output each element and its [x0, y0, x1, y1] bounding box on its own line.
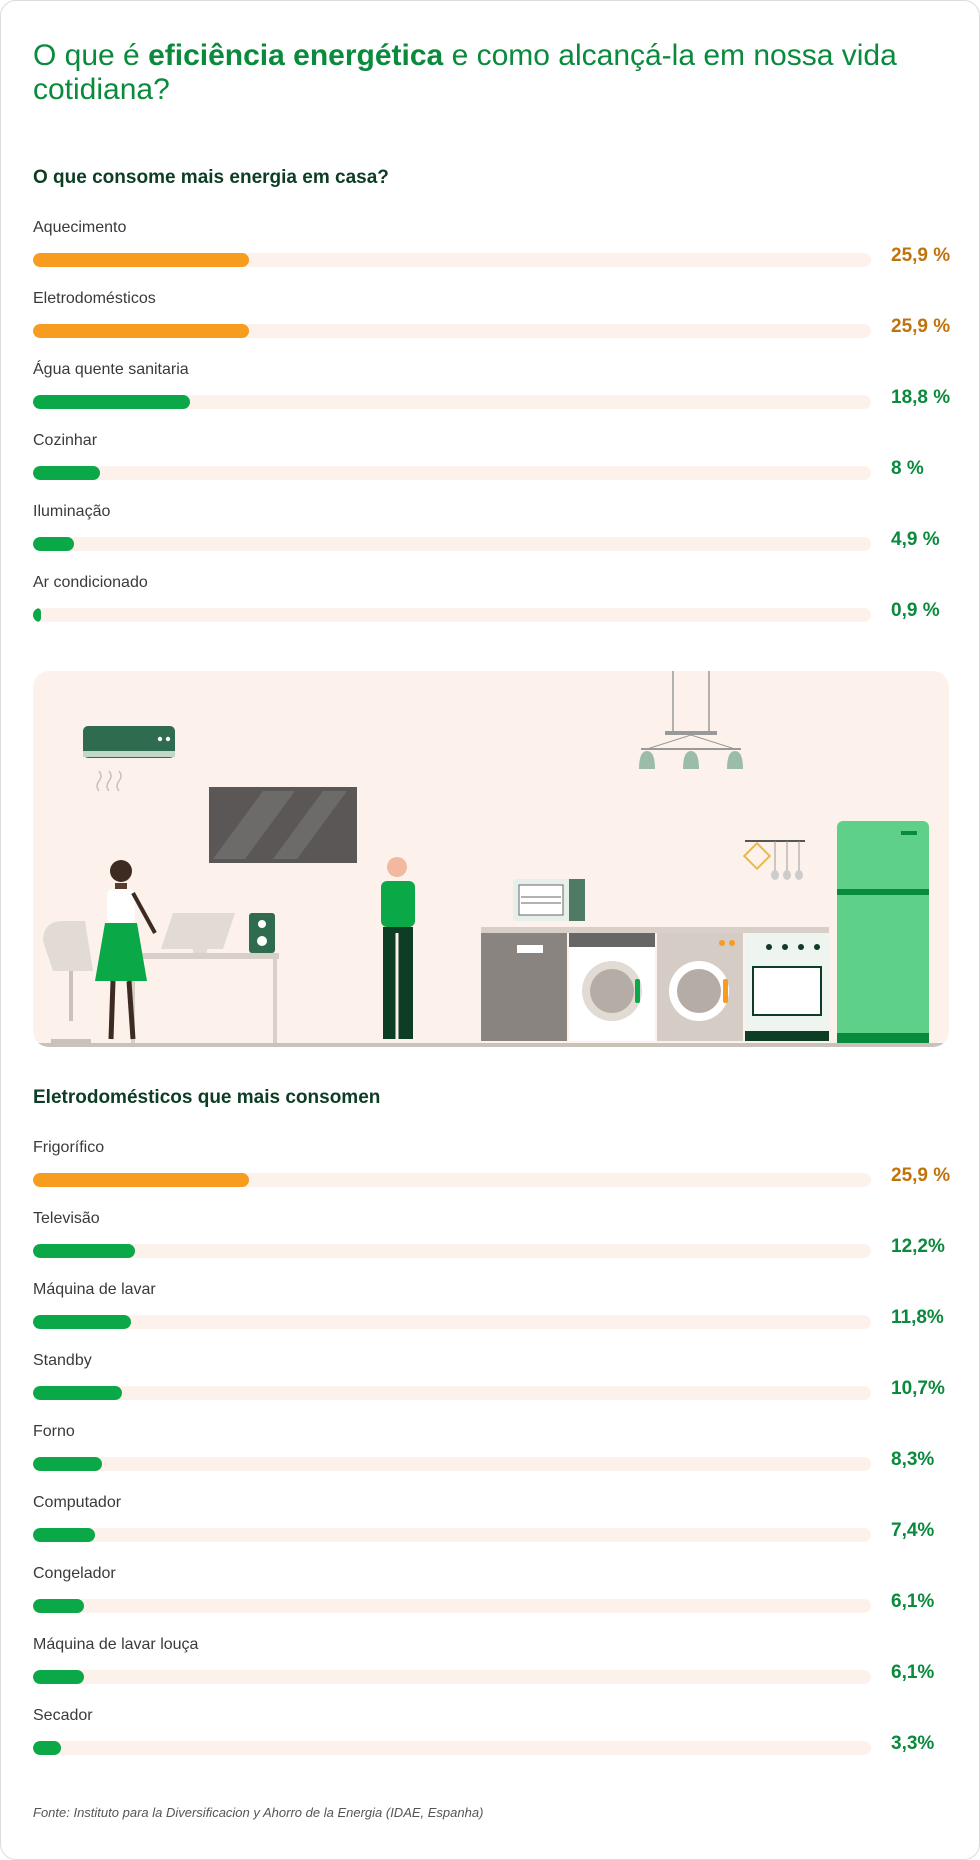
bar-value-label: 8 % — [891, 458, 924, 479]
bar-category-label: Congelador — [33, 1565, 116, 1582]
bar-row: Máquina de lavar louça 6,1% — [33, 1636, 953, 1706]
dryer-icon — [657, 933, 743, 1041]
bar-row: Secador 3,3% — [33, 1707, 953, 1777]
bar-track — [33, 253, 871, 267]
bar-track — [33, 324, 871, 338]
bar-value-label: 4,9 % — [891, 529, 940, 550]
bar-value-label: 0,9 % — [891, 600, 940, 621]
bar-category-label: Máquina de lavar louça — [33, 1636, 199, 1653]
bar-value-label: 6,1% — [891, 1591, 935, 1612]
bar — [33, 1315, 132, 1329]
bar — [33, 1528, 95, 1542]
bar-row: Cozinhar 8 % — [33, 432, 953, 502]
bar-row: Frigorífico 25,9 % — [33, 1139, 953, 1209]
bar-category-label: Forno — [33, 1423, 75, 1440]
bar-row: Congelador 6,1% — [33, 1565, 953, 1635]
bar-category-label: Televisão — [33, 1210, 100, 1227]
bar-track — [33, 1386, 871, 1400]
dishwasher-icon — [481, 933, 567, 1041]
bar-track — [33, 466, 871, 480]
bar-row: Forno 8,3% — [33, 1423, 953, 1493]
bar — [33, 1386, 123, 1400]
home-illustration — [33, 671, 949, 1047]
bar — [33, 537, 74, 551]
bar-category-label: Eletrodomésticos — [33, 290, 156, 307]
bar-row: Máquina de lavar 11,8% — [33, 1281, 953, 1351]
bar-track — [33, 537, 871, 551]
television-icon — [209, 787, 357, 863]
bar-value-label: 12,2% — [891, 1236, 945, 1257]
bar — [33, 395, 190, 409]
bar-value-label: 25,9 % — [891, 316, 951, 337]
bar-track — [33, 1315, 871, 1329]
utensils-icon — [742, 840, 805, 880]
source-note: Fonte: Instituto para la Diversificacion… — [33, 1805, 484, 1820]
bar — [33, 253, 249, 267]
bar-row: Computador 7,4% — [33, 1494, 953, 1564]
bar-row: Aquecimento 25,9 % — [33, 219, 953, 289]
chart-2-title: Eletrodomésticos que mais consomen — [33, 1087, 381, 1108]
bar-track — [33, 1173, 871, 1187]
bar — [33, 324, 249, 338]
bar — [33, 608, 41, 622]
bar — [33, 1741, 61, 1755]
washing-machine-icon — [569, 933, 655, 1041]
bar-category-label: Computador — [33, 1494, 122, 1511]
bar-row: Televisão 12,2% — [33, 1210, 953, 1280]
bar — [33, 1173, 249, 1187]
bar-row: Eletrodomésticos 25,9 % — [33, 290, 953, 360]
bar-row: Iluminação 4,9 % — [33, 503, 953, 573]
desk-computer-icon — [43, 913, 279, 1043]
bar-category-label: Standby — [33, 1352, 92, 1369]
bar — [33, 1244, 135, 1258]
bar-track — [33, 1670, 871, 1684]
bar-category-label: Secador — [33, 1707, 93, 1724]
bar-category-label: Aquecimento — [33, 219, 127, 236]
floor-line — [33, 1043, 949, 1047]
bar-track — [33, 1741, 871, 1755]
bar-track — [33, 1528, 871, 1542]
bar-value-label: 7,4% — [891, 1520, 935, 1541]
bar-category-label: Água quente sanitaria — [33, 361, 189, 378]
chart-1-title: O que consome mais energia em casa? — [33, 167, 389, 188]
bar-value-label: 11,8% — [891, 1307, 944, 1328]
bar-category-label: Cozinhar — [33, 432, 98, 449]
bar-value-label: 25,9 % — [891, 1165, 951, 1186]
air-conditioner-icon — [83, 726, 175, 792]
bar-category-label: Iluminação — [33, 503, 111, 520]
oven-icon — [745, 933, 829, 1041]
bar-category-label: Ar condicionado — [33, 574, 148, 591]
bar-row: Água quente sanitaria 18,8 % — [33, 361, 953, 431]
bar-track — [33, 1457, 871, 1471]
bar-row: Standby 10,7% — [33, 1352, 953, 1422]
bar — [33, 1457, 103, 1471]
bar-value-label: 3,3% — [891, 1733, 935, 1754]
bar-value-label: 25,9 % — [891, 245, 951, 266]
bar-track — [33, 1244, 871, 1258]
bar-track — [33, 608, 871, 622]
man-figure — [381, 857, 415, 1039]
bar-value-label: 6,1% — [891, 1662, 935, 1683]
bar-track — [33, 1599, 871, 1613]
woman-figure — [95, 860, 157, 1040]
bar-category-label: Frigorífico — [33, 1139, 105, 1156]
bar-value-label: 8,3% — [891, 1449, 935, 1470]
bar-track — [33, 395, 871, 409]
bar-value-label: 10,7% — [891, 1378, 945, 1399]
bar-row: Ar condicionado 0,9 % — [33, 574, 953, 644]
bar-category-label: Máquina de lavar — [33, 1281, 156, 1298]
bar — [33, 1670, 84, 1684]
microwave-icon — [513, 879, 585, 921]
fridge-icon — [837, 821, 929, 1043]
ceiling-lamp-icon — [639, 671, 743, 769]
page-title: O que é eficiência energética e como alc… — [33, 39, 897, 106]
bar — [33, 1599, 84, 1613]
bar-value-label: 18,8 % — [891, 387, 951, 408]
bar — [33, 466, 100, 480]
